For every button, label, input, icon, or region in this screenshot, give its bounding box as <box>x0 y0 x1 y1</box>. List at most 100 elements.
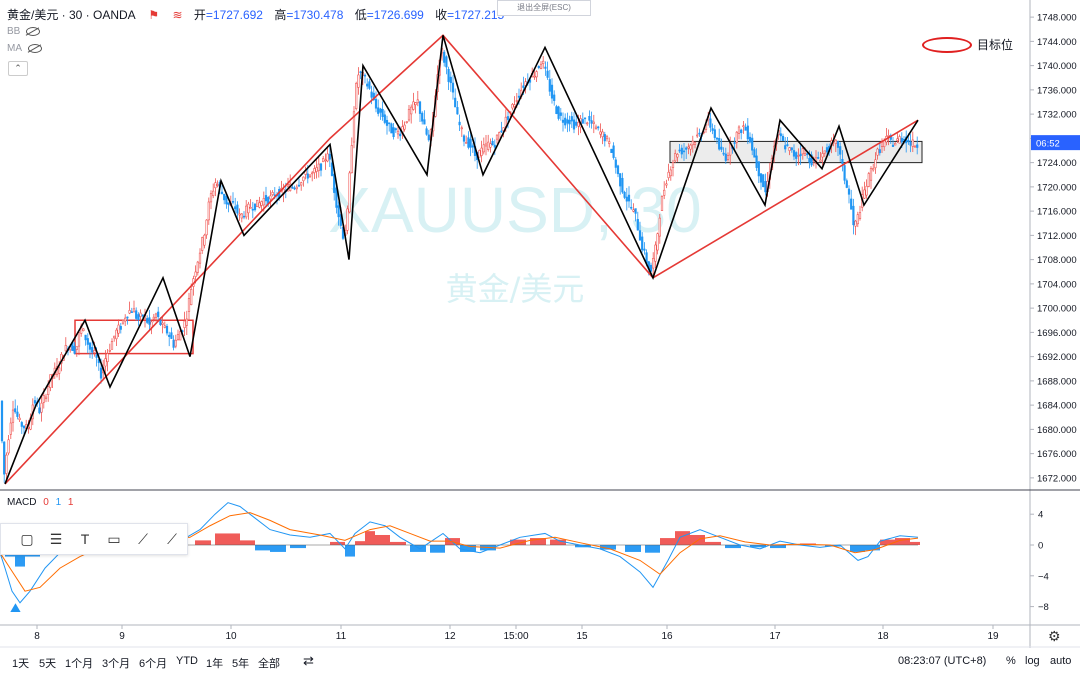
candle-body <box>104 358 107 367</box>
candle-body <box>388 122 391 125</box>
candle-body <box>819 159 822 162</box>
range-5d[interactable]: 5天 <box>39 658 57 670</box>
lines-icon[interactable]: ☰ <box>49 531 63 547</box>
candle-body <box>608 141 611 144</box>
candle-body <box>416 99 419 104</box>
candle-body <box>423 119 426 125</box>
macd-tick-label: 0 <box>1038 541 1043 552</box>
clock[interactable]: 08:23:07 (UTC+8) <box>898 655 987 667</box>
range-5y[interactable]: 5年 <box>232 658 250 670</box>
candle-body <box>22 425 26 429</box>
collapse-chevron-icon[interactable]: ⌃ <box>8 61 28 76</box>
candle-body <box>264 195 268 202</box>
x-tick-label: 8 <box>34 631 40 642</box>
candle-body <box>242 215 246 218</box>
candle-body <box>410 106 413 115</box>
candle-body <box>843 165 846 181</box>
macd-histogram-bar <box>510 539 526 545</box>
candle-body <box>462 135 466 142</box>
settings-gear-icon[interactable]: ⚙ <box>1048 628 1061 644</box>
candle-body <box>680 147 683 155</box>
candle-body <box>249 206 252 209</box>
candle-body <box>203 234 206 246</box>
candle-body <box>245 205 248 218</box>
candle-body <box>238 213 241 216</box>
date-range-icon[interactable]: ⇄ <box>303 653 314 668</box>
exit-fullscreen-button[interactable]: 退出全屏(ESC) <box>497 0 591 16</box>
callout-icon[interactable]: ▭ <box>107 531 121 547</box>
candle-body <box>137 314 140 321</box>
candle-body <box>297 184 301 187</box>
candle-body <box>9 422 12 435</box>
candle-body <box>663 189 666 196</box>
y-tick-label: 1704.000 <box>1037 279 1077 290</box>
candle-body <box>605 136 609 140</box>
candle-body <box>803 153 807 156</box>
candle-body <box>256 199 259 208</box>
price-badge-label: 06:52 <box>1036 139 1060 150</box>
range-all[interactable]: 全部 <box>258 658 280 670</box>
candle-body <box>636 219 639 231</box>
candle-body <box>240 213 243 219</box>
candle-body <box>806 153 809 156</box>
indicator-ma[interactable]: MA <box>7 43 42 54</box>
macd-legend[interactable]: MACD 0 1 1 <box>7 497 73 508</box>
eye-hidden-icon[interactable] <box>28 43 42 53</box>
range-1d[interactable]: 1天 <box>12 658 30 670</box>
macd-histogram-bar <box>705 541 721 545</box>
candle-body <box>737 126 741 134</box>
candle-body <box>709 118 712 128</box>
brush-icon[interactable]: ⟋ <box>138 531 148 547</box>
candle-body <box>194 271 197 277</box>
candle-body <box>555 106 558 114</box>
candle-body <box>788 147 791 151</box>
candle-body <box>379 108 382 113</box>
candle-body <box>3 441 6 475</box>
candle-body <box>93 350 96 353</box>
log-toggle[interactable]: log <box>1025 655 1040 667</box>
candle-body <box>656 233 659 251</box>
range-ytd[interactable]: YTD <box>176 655 198 667</box>
candle-body <box>205 219 208 236</box>
candle-body <box>665 183 668 186</box>
candle-body <box>146 318 149 323</box>
range-6m[interactable]: 6个月 <box>139 658 168 670</box>
range-1m[interactable]: 1个月 <box>65 658 94 670</box>
candle-body <box>594 126 598 130</box>
candle-body <box>179 331 182 341</box>
candle-body <box>713 129 716 138</box>
candle-body <box>548 79 551 92</box>
macd-param-1: 0 <box>43 497 49 508</box>
compare-icon[interactable]: ≋ <box>172 8 183 22</box>
trendline-icon[interactable]: ⟋ <box>167 531 177 547</box>
range-1y[interactable]: 1年 <box>206 658 224 670</box>
candle-body <box>132 308 136 313</box>
eye-hidden-icon[interactable] <box>26 26 41 36</box>
flag-icon[interactable]: ⚑ <box>148 8 160 22</box>
range-3m[interactable]: 3个月 <box>102 658 131 670</box>
indicator-bb[interactable]: BB <box>7 26 41 37</box>
symbol-name[interactable]: 黄金/美元 · 30 · OANDA <box>7 8 136 22</box>
candle-body <box>916 144 919 148</box>
candle-body <box>108 349 111 352</box>
candle-body <box>601 131 604 138</box>
candle-body <box>909 141 912 146</box>
candle-body <box>460 127 463 130</box>
candle-body <box>781 135 785 141</box>
candle-body <box>126 316 129 319</box>
percent-toggle[interactable]: % <box>1006 655 1016 667</box>
candle-body <box>258 202 261 208</box>
candle-body <box>550 84 554 99</box>
auto-toggle[interactable]: auto <box>1050 655 1072 667</box>
text-icon[interactable]: T <box>80 531 90 547</box>
candle-body <box>836 141 840 148</box>
candle-body <box>570 116 573 122</box>
watermark-symbol: XAUUSD, 30 <box>328 174 701 246</box>
candle-body <box>561 119 565 123</box>
rectangle-icon[interactable]: ▢ <box>20 531 34 547</box>
candle-body <box>7 439 10 454</box>
candle-body <box>117 324 120 334</box>
candle-body <box>687 146 690 149</box>
candle-body <box>691 140 694 146</box>
